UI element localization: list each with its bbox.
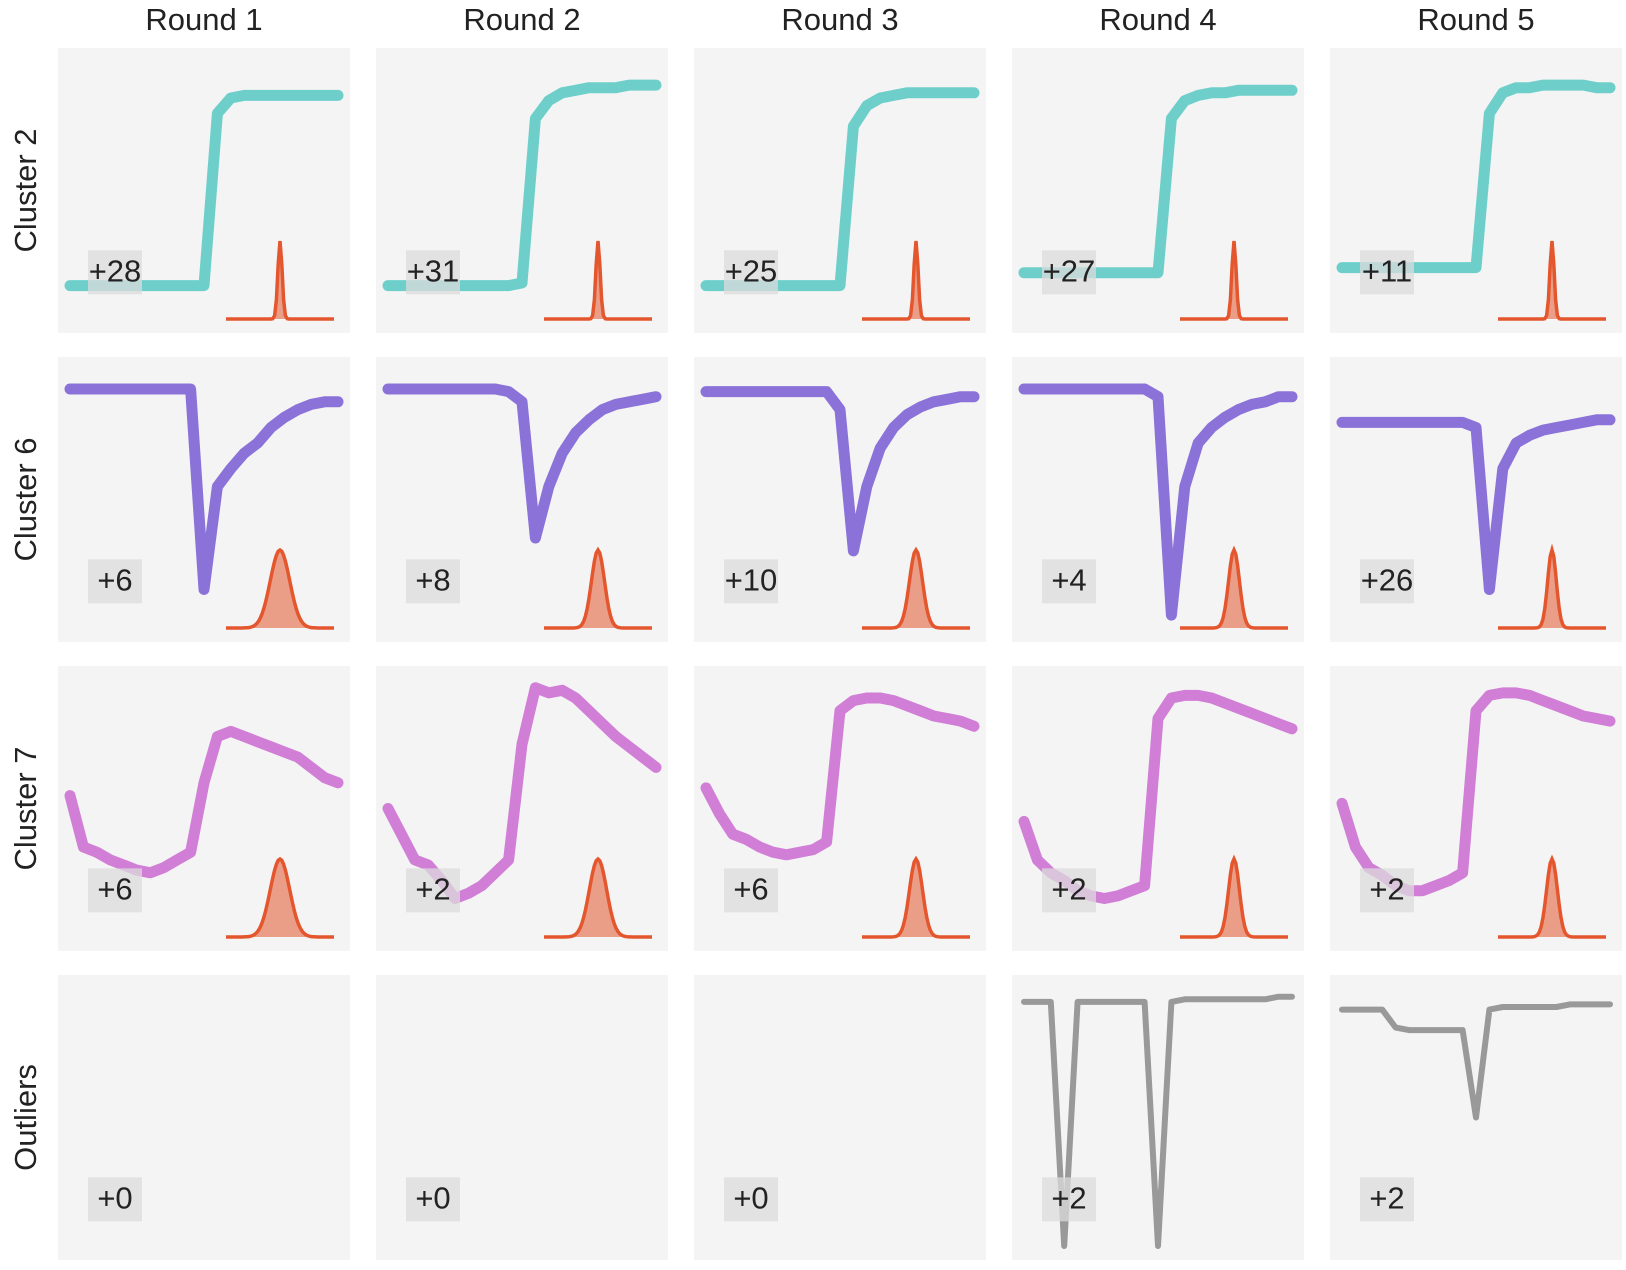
column-title: Round 4 xyxy=(1099,2,1216,37)
distribution-fill xyxy=(226,550,334,628)
prototype-curve xyxy=(1018,383,1298,621)
distribution-fill xyxy=(544,859,652,937)
distribution-fill xyxy=(1498,241,1606,319)
distribution-line xyxy=(862,855,970,939)
prototype-curve xyxy=(382,383,662,544)
row-label: Cluster 7 xyxy=(8,746,43,870)
count-label: +2 xyxy=(1369,872,1404,907)
prototype-curve xyxy=(1339,1001,1613,1121)
distribution-line xyxy=(226,240,334,321)
count-label: +11 xyxy=(1362,254,1412,289)
count-box xyxy=(1042,1177,1096,1222)
count-box xyxy=(1360,868,1414,913)
count-box xyxy=(1360,250,1414,295)
distribution-line xyxy=(1180,854,1288,939)
count-label: +25 xyxy=(725,254,778,289)
count-label: +0 xyxy=(733,1181,768,1216)
count-label: +0 xyxy=(97,1181,132,1216)
count-label: +0 xyxy=(415,1181,450,1216)
count-box xyxy=(724,868,778,913)
distribution-line xyxy=(1498,543,1606,630)
count-label: +10 xyxy=(725,563,778,598)
count-box xyxy=(1360,1177,1414,1222)
distribution-line xyxy=(1180,545,1288,630)
count-box xyxy=(1042,559,1096,604)
distribution-fill xyxy=(862,859,970,937)
count-label: +6 xyxy=(97,563,132,598)
distribution-fill xyxy=(862,550,970,628)
count-label: +2 xyxy=(1369,1181,1404,1216)
count-box xyxy=(1042,250,1096,295)
distribution-line xyxy=(226,547,334,630)
count-label: +6 xyxy=(97,872,132,907)
distribution-fill xyxy=(1498,550,1606,628)
prototype-curve xyxy=(700,386,980,557)
row-label: Cluster 6 xyxy=(8,437,43,561)
distribution-line xyxy=(862,240,970,321)
count-label: +28 xyxy=(89,254,142,289)
distribution-fill xyxy=(862,241,970,319)
distribution-fill xyxy=(1180,241,1288,319)
count-label: +2 xyxy=(1051,1181,1086,1216)
row-label: Outliers xyxy=(8,1064,43,1171)
count-label: +8 xyxy=(415,563,450,598)
column-title: Round 5 xyxy=(1417,2,1534,37)
count-label: +26 xyxy=(1361,563,1414,598)
prototype-curve xyxy=(64,725,344,879)
column-title: Round 3 xyxy=(781,2,898,37)
distribution-fill xyxy=(544,550,652,628)
count-box xyxy=(88,559,142,604)
distribution-line xyxy=(544,856,652,939)
column-title: Round 2 xyxy=(463,2,580,37)
distribution-fill xyxy=(1180,859,1288,937)
count-box xyxy=(406,250,460,295)
distribution-fill xyxy=(1180,550,1288,628)
count-box xyxy=(88,250,142,295)
distribution-fill xyxy=(1498,859,1606,937)
count-box xyxy=(724,1177,778,1222)
distribution-line xyxy=(544,240,652,321)
prototype-curve xyxy=(1336,414,1616,595)
count-box xyxy=(406,559,460,604)
count-box xyxy=(1360,559,1414,604)
distribution-line xyxy=(544,546,652,630)
count-box xyxy=(406,1177,460,1222)
row-label: Cluster 2 xyxy=(8,128,43,252)
count-box xyxy=(1042,868,1096,913)
count-box xyxy=(88,1177,142,1222)
distribution-line xyxy=(862,546,970,630)
count-box xyxy=(724,559,778,604)
count-box xyxy=(88,868,142,913)
prototype-curve xyxy=(1021,993,1295,1249)
distribution-fill xyxy=(226,859,334,937)
column-title: Round 1 xyxy=(145,2,262,37)
count-box xyxy=(724,250,778,295)
count-box xyxy=(406,868,460,913)
distribution-line xyxy=(1498,854,1606,939)
prototype-curve xyxy=(64,383,344,595)
distribution-line xyxy=(1498,240,1606,321)
distribution-line xyxy=(226,856,334,939)
count-label: +2 xyxy=(415,872,450,907)
prototype-curve xyxy=(700,692,980,861)
count-label: +31 xyxy=(407,254,460,289)
distribution-fill xyxy=(544,241,652,319)
distribution-fill xyxy=(226,241,334,319)
count-label: +4 xyxy=(1051,563,1086,598)
distribution-line xyxy=(1180,240,1288,321)
count-label: +6 xyxy=(733,872,768,907)
count-label: +2 xyxy=(1051,872,1086,907)
count-label: +27 xyxy=(1043,254,1096,289)
